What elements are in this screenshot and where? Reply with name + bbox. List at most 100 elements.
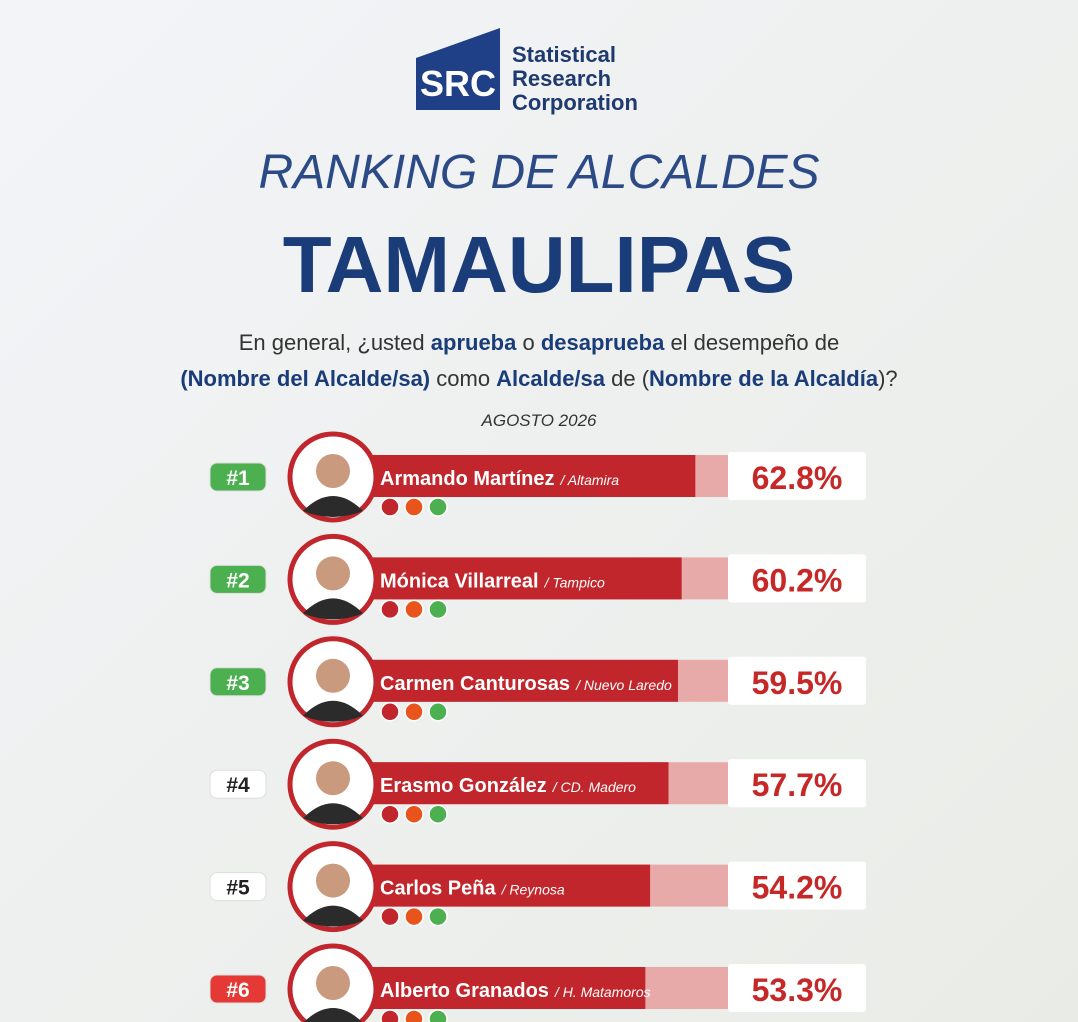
rank-badge: [209, 564, 267, 594]
question-part: el desempeño de: [664, 330, 839, 355]
value-box: [728, 554, 866, 603]
photo-face: [316, 761, 350, 796]
name: Erasmo González: [380, 775, 547, 797]
rank-badge: [209, 667, 267, 697]
name: Mónica Villarreal: [380, 570, 539, 592]
logo-mark: SRC: [420, 63, 496, 104]
bar: [330, 557, 682, 600]
ranking-row: #3 59.5% Carmen Canturosas / Nuevo Laredo: [209, 636, 866, 728]
party-icon: [380, 599, 400, 620]
bar: [330, 659, 678, 702]
title: RANKING DE ALCALDES: [258, 146, 819, 199]
value-label: 62.8%: [752, 460, 843, 496]
party-icon: [380, 1009, 400, 1022]
photo-body: [303, 905, 363, 927]
name-line: Erasmo González / CD. Madero: [380, 775, 636, 797]
party-icon: [404, 804, 424, 824]
value-box: [728, 861, 866, 910]
ranking-row: #1 62.8% Armando Martínez / Altamira: [209, 431, 866, 523]
question-line: (Nombre del Alcalde/sa) como Alcalde/sa …: [180, 366, 897, 391]
party-icon: [404, 599, 424, 620]
rank-badge: [209, 872, 267, 902]
name: Alberto Granados: [380, 980, 549, 1002]
rank: #6: [226, 979, 249, 1002]
city: / Reynosa: [501, 882, 565, 898]
question-part: En general, ¿usted: [239, 330, 431, 355]
party-icon: [428, 804, 448, 824]
name-line: Carmen Canturosas / Nuevo Laredo: [380, 673, 672, 695]
subtitle: TAMAULIPAS: [283, 220, 796, 309]
party-icon: [380, 702, 400, 722]
value-box: [728, 656, 866, 705]
value-label: 59.5%: [752, 665, 843, 701]
logo: SRC Statistical Research Corporation: [416, 28, 638, 115]
question-part: Nombre de la Alcaldía: [649, 366, 879, 391]
party-icon: [404, 1009, 424, 1022]
ranking-row: #2 60.2% Mónica Villarreal / Tampico: [209, 533, 866, 625]
photo-face: [316, 454, 350, 488]
party-icon: [380, 497, 400, 517]
photo-body: [303, 700, 363, 722]
rank-badge: [209, 462, 267, 492]
name-line: Carlos Peña / Reynosa: [380, 878, 565, 900]
bar: [330, 762, 669, 805]
photo-face: [316, 556, 350, 591]
photo-body: [303, 803, 363, 825]
value-label: 57.7%: [752, 767, 843, 803]
question-line: En general, ¿usted aprueba o desaprueba …: [239, 330, 839, 355]
bar: [330, 864, 651, 907]
value-box: [728, 759, 866, 808]
value-box: [728, 964, 866, 1012]
name-line: Mónica Villarreal / Tampico: [380, 570, 605, 592]
photo-body: [304, 1008, 362, 1022]
question-part: o: [516, 330, 540, 355]
party-icon: [428, 1009, 448, 1022]
name: Carlos Peña: [380, 878, 496, 900]
city: / H. Matamoros: [554, 984, 651, 1000]
ranking-row: #6 53.3% Alberto Granados / H. Matamoros: [209, 943, 866, 1022]
date: AGOSTO 2026: [481, 411, 598, 430]
question-part: (Nombre del Alcalde/sa): [180, 366, 430, 391]
bar: [330, 967, 646, 1009]
city: / Nuevo Laredo: [575, 677, 672, 693]
rank: #4: [226, 774, 250, 797]
logo-text: Statistical: [512, 42, 616, 67]
photo-face: [316, 863, 350, 898]
photo-face: [316, 966, 350, 1000]
party-icon: [404, 702, 424, 722]
value-label: 60.2%: [752, 562, 843, 598]
rank-badge: [209, 974, 267, 1004]
name: Carmen Canturosas: [380, 673, 570, 695]
question-part: Alcalde/sa: [496, 366, 606, 391]
city: / Altamira: [559, 472, 619, 488]
logo-shape: [416, 28, 500, 110]
party-icon: [428, 497, 448, 517]
question-part: aprueba: [431, 330, 517, 355]
rank: #3: [226, 672, 249, 695]
value-box: [728, 452, 866, 500]
question-part: de (: [605, 366, 650, 391]
ranking-row: #5 54.2% Carlos Peña / Reynosa: [209, 841, 866, 933]
party-icon: [428, 906, 448, 927]
question-part: desaprueba: [541, 330, 665, 355]
rank: #2: [226, 569, 249, 592]
photo-face: [316, 658, 350, 693]
question-part: )?: [878, 366, 898, 391]
rank-badge: [209, 769, 267, 799]
question-part: como: [430, 366, 496, 391]
name: Armando Martínez: [380, 468, 554, 490]
photo-body: [303, 496, 363, 517]
value-label: 54.2%: [752, 870, 843, 906]
value-label: 53.3%: [752, 972, 843, 1008]
photo-body: [303, 598, 363, 620]
party-icon: [380, 906, 400, 927]
party-icon: [404, 497, 424, 517]
rank: #5: [226, 877, 250, 900]
party-icon: [404, 906, 424, 927]
city: / CD. Madero: [552, 779, 636, 795]
ranking-row: #4 57.7% Erasmo González / CD. Madero: [209, 738, 866, 830]
rank: #1: [226, 467, 250, 490]
